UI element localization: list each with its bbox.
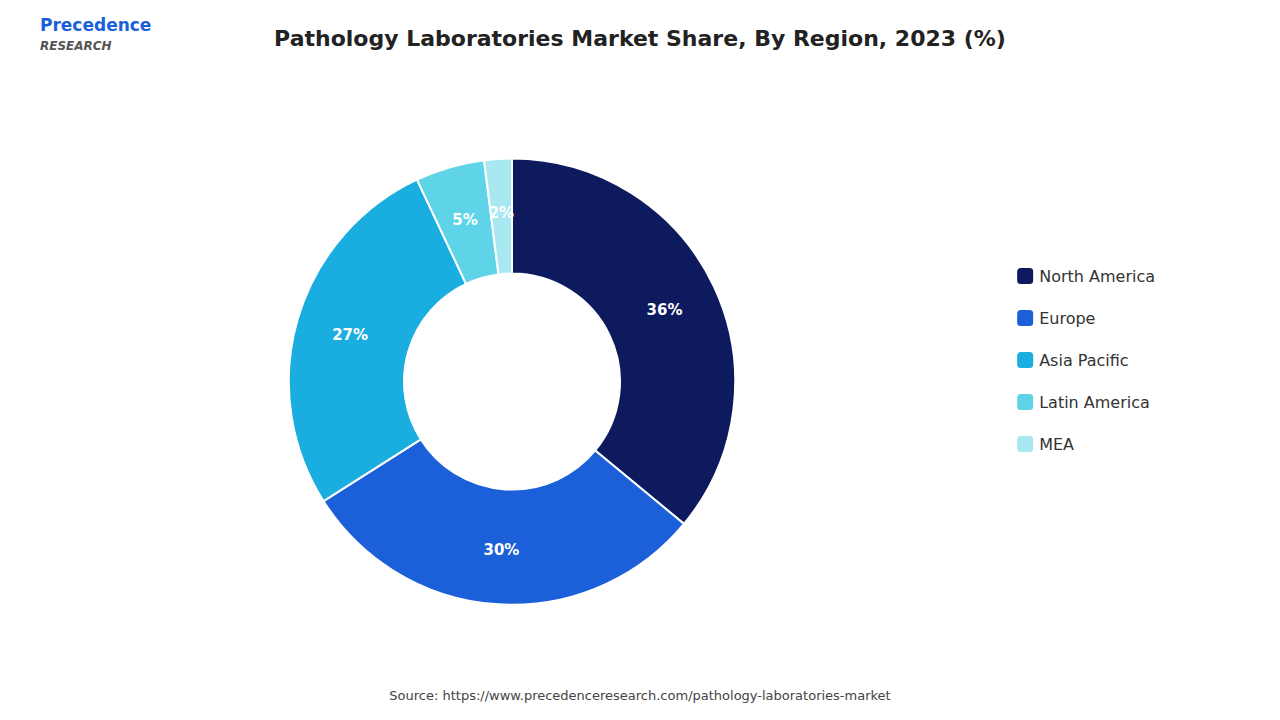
svg-text:Pathology Laboratories Market: Pathology Laboratories Market Share, By … xyxy=(274,26,1006,51)
svg-text:North America: North America xyxy=(1039,267,1155,286)
svg-text:5%: 5% xyxy=(452,211,477,229)
svg-text:36%: 36% xyxy=(647,301,683,319)
svg-text:Latin America: Latin America xyxy=(1039,393,1150,412)
svg-text:Precedence: Precedence xyxy=(40,15,151,35)
svg-text:Europe: Europe xyxy=(1039,309,1095,328)
svg-text:2%: 2% xyxy=(489,204,514,222)
svg-text:Asia Pacific: Asia Pacific xyxy=(1039,351,1128,370)
svg-text:30%: 30% xyxy=(483,541,519,559)
svg-text:MEA: MEA xyxy=(1039,435,1074,454)
svg-text:27%: 27% xyxy=(332,326,368,344)
svg-text:Source: https://www.precedence: Source: https://www.precedenceresearch.c… xyxy=(389,688,890,703)
svg-text:RESEARCH: RESEARCH xyxy=(40,39,112,53)
